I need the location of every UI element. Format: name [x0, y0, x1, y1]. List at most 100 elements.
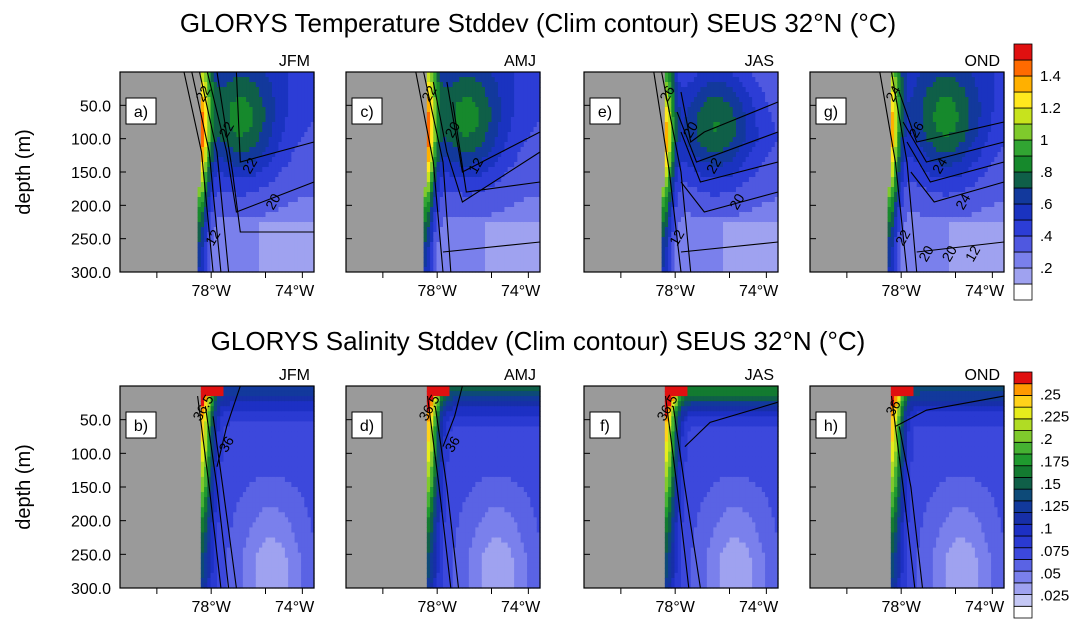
heatmap-cell [210, 82, 215, 88]
heatmap-cell [301, 212, 305, 218]
heatmap-cell [527, 72, 531, 78]
heatmap-cell [242, 152, 247, 158]
heatmap-cell [452, 252, 457, 258]
heatmap-cell [281, 182, 286, 188]
heatmap-cell [255, 262, 260, 268]
heatmap-cell [304, 177, 309, 183]
heatmap-cell [255, 242, 260, 248]
heatmap-cell [455, 257, 460, 263]
heatmap-cell [423, 192, 428, 198]
heatmap-cell [475, 237, 480, 243]
heatmap-cell [452, 167, 457, 173]
heatmap-cell [301, 87, 305, 93]
heatmap-cell [284, 112, 289, 118]
heatmap-cell [204, 262, 208, 268]
heatmap-cell [242, 122, 247, 128]
heatmap-cell [252, 207, 257, 213]
heatmap-cell [226, 237, 231, 243]
heatmap-cell [284, 187, 289, 193]
heatmap-cell [294, 207, 299, 213]
heatmap-cell [217, 232, 221, 238]
heatmap-cell [664, 102, 669, 108]
heatmap-cell [530, 227, 535, 233]
heatmap-cell [291, 222, 296, 228]
heatmap-cell [523, 252, 528, 258]
heatmap-cell [297, 202, 302, 208]
heatmap-cell [200, 172, 205, 178]
heatmap-cell [207, 182, 212, 188]
heatmap-cell [671, 77, 676, 83]
heatmap-cell [307, 217, 312, 223]
heatmap-cell [262, 102, 267, 108]
heatmap-cell [504, 197, 509, 203]
heatmap-cell [223, 107, 228, 113]
heatmap-cell [504, 92, 509, 98]
heatmap-cell [488, 227, 493, 233]
heatmap-cell [288, 262, 292, 268]
heatmap-cell [494, 92, 499, 98]
heatmap-cell [259, 112, 263, 118]
heatmap-cell [229, 102, 234, 108]
heatmap-cell [239, 187, 244, 193]
heatmap-cell [226, 172, 231, 178]
heatmap-cell [481, 177, 486, 183]
heatmap-cell [301, 162, 305, 168]
heatmap-cell [242, 172, 247, 178]
heatmap-cell [514, 87, 518, 93]
heatmap-cell [259, 222, 263, 228]
heatmap-cell [481, 132, 486, 138]
heatmap-cell [527, 82, 531, 88]
heatmap-cell [284, 197, 289, 203]
heatmap-cell [436, 242, 441, 248]
heatmap-cell [229, 127, 234, 133]
heatmap-cell [229, 242, 234, 248]
heatmap-cell [426, 247, 431, 253]
heatmap-cell [472, 137, 476, 143]
heatmap-cell [520, 222, 525, 228]
heatmap-cell [517, 252, 522, 258]
heatmap-cell [517, 112, 522, 118]
heatmap-cell [664, 192, 669, 198]
heatmap-cell [475, 157, 480, 163]
heatmap-cell [465, 172, 470, 178]
heatmap-cell [210, 142, 215, 148]
heatmap-cell [690, 162, 695, 168]
heatmap-cell [310, 162, 315, 168]
heatmap-cell [294, 142, 299, 148]
heatmap-cell [465, 107, 470, 113]
heatmap-cell [207, 242, 212, 248]
heatmap-cell [200, 92, 205, 98]
heatmap-cell [494, 157, 499, 163]
heatmap-cell [687, 127, 692, 133]
heatmap-cell [291, 92, 296, 98]
heatmap-cell [481, 262, 486, 268]
heatmap-cell [510, 192, 515, 198]
heatmap-cell [430, 212, 434, 218]
heatmap-cell [217, 257, 221, 263]
heatmap-cell [449, 262, 454, 268]
heatmap-cell [455, 127, 460, 133]
heatmap-cell [439, 177, 444, 183]
heatmap-cell [668, 167, 672, 173]
heatmap-cell [226, 192, 231, 198]
heatmap-cell [687, 147, 692, 153]
heatmap-cell [481, 72, 486, 78]
heatmap-cell [200, 257, 205, 263]
heatmap-cell [310, 137, 315, 143]
heatmap-cell [259, 232, 263, 238]
heatmap-cell [301, 107, 305, 113]
heatmap-cell [307, 107, 312, 113]
heatmap-cell [236, 257, 241, 263]
heatmap-cell [488, 197, 493, 203]
heatmap-cell [284, 232, 289, 238]
heatmap-cell [527, 212, 531, 218]
heatmap-cell [275, 152, 280, 158]
heatmap-cell [443, 77, 447, 83]
heatmap-cell [536, 162, 541, 168]
heatmap-cell [236, 232, 241, 238]
heatmap-cell [259, 212, 263, 218]
heatmap-cell [488, 112, 493, 118]
heatmap-cell [446, 97, 451, 103]
heatmap-cell [455, 172, 460, 178]
